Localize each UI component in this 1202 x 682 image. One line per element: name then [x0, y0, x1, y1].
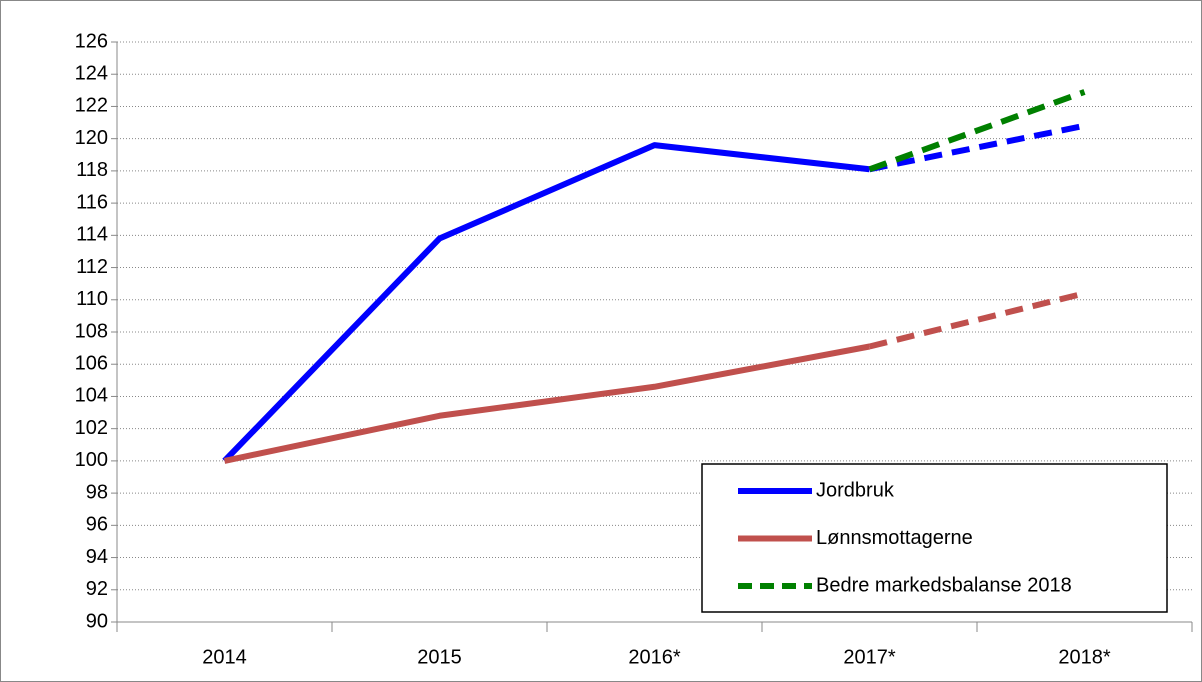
y-tick-label: 94 [86, 546, 108, 568]
y-tick-label: 108 [75, 320, 108, 342]
y-tick-label: 116 [76, 191, 108, 213]
x-tick-label: 2015 [417, 646, 462, 668]
x-tick-label: 2016* [628, 646, 680, 668]
line [223, 343, 871, 464]
y-tick-label: 126 [75, 30, 108, 52]
line-projection [868, 89, 1086, 173]
y-tick-label: 100 [75, 449, 108, 471]
y-tick-label: 124 [75, 63, 108, 85]
line [222, 142, 870, 463]
y-tick-label: 110 [76, 288, 108, 310]
legend-label: Bedre markedsbalanse 2018 [816, 574, 1072, 596]
y-tick-label: 122 [75, 95, 108, 117]
y-tick-label: 98 [86, 481, 108, 503]
y-tick-label: 102 [75, 417, 108, 439]
y-tick-label: 96 [86, 514, 108, 536]
y-tick-label: 106 [75, 353, 108, 375]
y-tick-label: 118 [76, 159, 108, 181]
legend-label: Jordbruk [816, 479, 895, 501]
legend-label: Lønnsmottagerne [816, 527, 973, 549]
x-tick-label: 2014 [202, 646, 247, 668]
y-tick-label: 90 [86, 610, 108, 632]
y-tick-label: 92 [86, 578, 108, 600]
x-tick-label: 2018* [1058, 646, 1110, 668]
x-tick-label: 2017* [843, 646, 895, 668]
y-tick-label: 104 [75, 385, 108, 407]
y-tick-label: 114 [76, 224, 108, 246]
line-projection [868, 122, 1086, 173]
y-tick-label: 112 [76, 256, 108, 278]
y-tick-label: 120 [75, 127, 108, 149]
line-projection [868, 290, 1086, 350]
